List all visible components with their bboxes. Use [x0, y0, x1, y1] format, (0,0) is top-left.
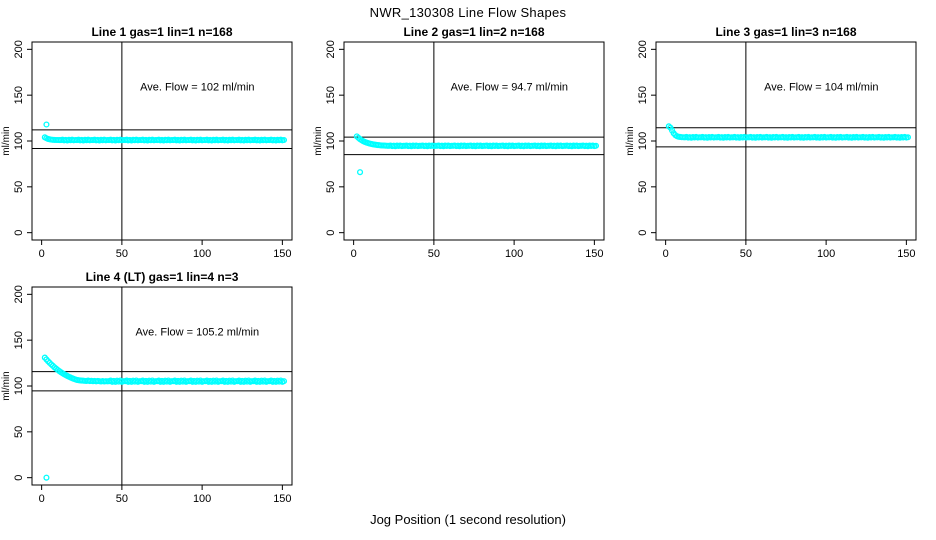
y-tick-label: 0 — [13, 230, 25, 236]
x-tick-label: 100 — [193, 493, 211, 505]
plot-box — [31, 286, 293, 486]
y-tick-label: 200 — [325, 40, 337, 58]
x-tick-label: 100 — [193, 248, 211, 260]
y-axis-label: ml/min — [1, 371, 12, 400]
x-axis-label: Jog Position (1 second resolution) — [370, 512, 566, 527]
data-point — [280, 136, 288, 144]
x-tick-label: 150 — [273, 493, 291, 505]
y-axis-label: ml/min — [625, 126, 636, 155]
y-tick-label: 100 — [13, 377, 25, 395]
y-tick-label: 50 — [325, 181, 337, 193]
x-tick-label: 0 — [663, 248, 669, 260]
plot-box — [343, 41, 605, 241]
panel-line-1: Line 1 gas=1 lin=1 n=168 0 50 100 150 0 50 100 1… — [0, 24, 312, 271]
x-tick-label: 50 — [740, 248, 752, 260]
outlier-point — [43, 474, 50, 481]
y-axis-label: ml/min — [1, 126, 12, 155]
y-tick-label: 150 — [637, 86, 649, 104]
x-tick-label: 150 — [273, 248, 291, 260]
y-tick-label: 200 — [13, 285, 25, 303]
x-tick-label: 150 — [897, 248, 915, 260]
y-tick-label: 50 — [13, 181, 25, 193]
panel-title: Line 3 gas=1 lin=3 n=168 — [715, 25, 856, 39]
y-axis-label: ml/min — [313, 126, 324, 155]
panel-title: Line 1 gas=1 lin=1 n=168 — [91, 25, 232, 39]
y-tick-label: 50 — [13, 426, 25, 438]
y-tick-label: 100 — [325, 132, 337, 150]
data-point — [904, 134, 912, 141]
y-tick-label: 0 — [325, 230, 337, 236]
panel-title: Line 2 gas=1 lin=2 n=168 — [403, 25, 544, 39]
data-point — [280, 378, 288, 385]
panel-line-2: Line 2 gas=1 lin=2 n=168 0 50 100 150 0 50 100 1… — [312, 24, 624, 271]
y-tick-label: 200 — [637, 40, 649, 58]
y-tick-label: 0 — [637, 230, 649, 236]
x-tick-label: 0 — [351, 248, 357, 260]
plot-box — [655, 41, 917, 241]
x-tick-label: 150 — [585, 248, 603, 260]
outlier-point — [356, 169, 364, 176]
y-tick-label: 50 — [637, 181, 649, 193]
x-tick-label: 0 — [39, 493, 45, 505]
panel-title: Line 4 (LT) gas=1 lin=4 n=3 — [86, 270, 239, 284]
ave-flow-annotation: Ave. Flow = 94.7 ml/min — [451, 82, 568, 94]
outlier-point — [43, 121, 50, 128]
x-tick-label: 50 — [116, 248, 128, 260]
ave-flow-annotation: Ave. Flow = 102 ml/min — [140, 82, 254, 94]
panel-line-4: Line 4 (LT) gas=1 lin=4 n=3 0 50 100 150 0 50 1… — [0, 269, 312, 516]
y-tick-label: 100 — [13, 132, 25, 150]
data-point — [46, 359, 53, 366]
x-tick-label: 50 — [116, 493, 128, 505]
x-tick-label: 100 — [505, 248, 523, 260]
y-tick-label: 0 — [13, 475, 25, 481]
x-tick-label: 0 — [39, 248, 45, 260]
x-tick-label: 50 — [428, 248, 440, 260]
y-tick-label: 150 — [325, 86, 337, 104]
data-point — [592, 142, 600, 149]
ave-flow-annotation: Ave. Flow = 104 ml/min — [764, 82, 878, 94]
x-tick-label: 100 — [817, 248, 835, 260]
y-tick-label: 150 — [13, 86, 25, 104]
page-title: NWR_130308 Line Flow Shapes — [369, 5, 567, 20]
y-tick-label: 100 — [637, 132, 649, 150]
y-tick-label: 150 — [13, 331, 25, 349]
ave-flow-annotation: Ave. Flow = 105.2 ml/min — [136, 327, 260, 339]
panel-line-3: Line 3 gas=1 lin=3 n=168 0 50 100 150 0 50 100 1… — [624, 24, 936, 271]
y-tick-label: 200 — [13, 40, 25, 58]
